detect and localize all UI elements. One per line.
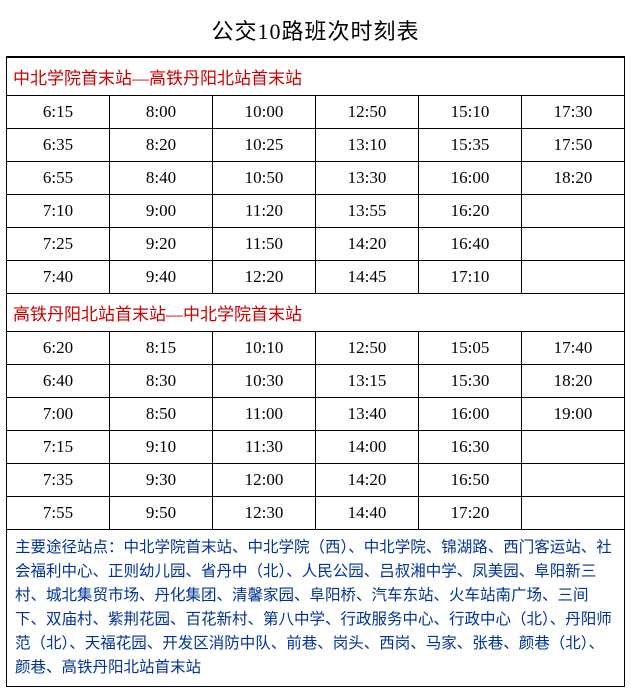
time-cell: 17:20 [419,497,522,530]
time-row: 7:159:1011:3014:0016:30 [7,431,625,464]
time-cell: 9:00 [110,195,213,228]
time-cell [522,464,625,497]
time-cell: 15:35 [419,129,522,162]
time-cell: 9:10 [110,431,213,464]
time-row: 7:109:0011:2013:5516:20 [7,195,625,228]
time-cell: 8:15 [110,332,213,365]
timetable: 中北学院首末站—高铁丹阳北站首末站6:158:0010:0012:5015:10… [6,57,625,530]
time-cell: 12:50 [316,332,419,365]
time-cell: 14:40 [316,497,419,530]
time-cell [522,261,625,294]
time-cell: 9:20 [110,228,213,261]
time-cell: 15:10 [419,96,522,129]
time-row: 6:558:4010:5013:3016:0018:20 [7,162,625,195]
time-cell: 16:20 [419,195,522,228]
time-cell: 19:00 [522,398,625,431]
time-row: 7:359:3012:0014:2016:50 [7,464,625,497]
time-cell: 13:55 [316,195,419,228]
time-cell: 15:05 [419,332,522,365]
time-cell [522,431,625,464]
time-cell: 13:30 [316,162,419,195]
time-cell: 8:50 [110,398,213,431]
time-cell: 12:50 [316,96,419,129]
time-cell [522,228,625,261]
time-row: 7:409:4012:2014:4517:10 [7,261,625,294]
time-cell: 11:30 [213,431,316,464]
time-cell: 14:00 [316,431,419,464]
time-cell: 16:00 [419,398,522,431]
time-cell: 6:40 [7,365,110,398]
time-cell: 16:40 [419,228,522,261]
time-cell: 16:30 [419,431,522,464]
time-cell: 7:55 [7,497,110,530]
time-cell: 8:20 [110,129,213,162]
time-row: 7:008:5011:0013:4016:0019:00 [7,398,625,431]
time-cell: 11:00 [213,398,316,431]
time-cell: 9:40 [110,261,213,294]
time-cell: 17:40 [522,332,625,365]
time-cell: 12:20 [213,261,316,294]
time-cell: 7:15 [7,431,110,464]
timetable-wrapper: 公交10路班次时刻表 中北学院首末站—高铁丹阳北站首末站6:158:0010:0… [0,0,631,693]
page-title: 公交10路班次时刻表 [6,6,625,57]
time-cell: 17:30 [522,96,625,129]
time-cell: 7:40 [7,261,110,294]
time-row: 6:208:1510:1012:5015:0517:40 [7,332,625,365]
time-cell: 12:30 [213,497,316,530]
time-cell: 16:50 [419,464,522,497]
time-cell: 13:40 [316,398,419,431]
time-cell: 10:30 [213,365,316,398]
time-cell: 10:10 [213,332,316,365]
time-cell [522,195,625,228]
time-cell: 14:20 [316,464,419,497]
time-cell: 7:10 [7,195,110,228]
time-row: 7:559:5012:3014:4017:20 [7,497,625,530]
time-cell: 6:55 [7,162,110,195]
time-cell: 11:50 [213,228,316,261]
time-cell: 15:30 [419,365,522,398]
time-cell: 14:45 [316,261,419,294]
time-cell: 6:20 [7,332,110,365]
time-cell: 6:35 [7,129,110,162]
time-cell: 10:25 [213,129,316,162]
time-cell: 11:20 [213,195,316,228]
time-cell: 18:20 [522,162,625,195]
time-cell: 8:30 [110,365,213,398]
direction-label: 中北学院首末站—高铁丹阳北站首末站 [7,58,625,96]
time-row: 6:408:3010:3013:1515:3018:20 [7,365,625,398]
time-cell: 8:40 [110,162,213,195]
time-cell: 13:10 [316,129,419,162]
time-cell: 16:00 [419,162,522,195]
time-cell [522,497,625,530]
time-cell: 17:10 [419,261,522,294]
time-cell: 7:00 [7,398,110,431]
time-cell: 8:00 [110,96,213,129]
time-cell: 6:15 [7,96,110,129]
time-cell: 13:15 [316,365,419,398]
time-row: 7:259:2011:5014:2016:40 [7,228,625,261]
stops-footer: 主要途径站点：中北学院首末站、中北学院（西）、中北学院、锦湖路、西门客运站、社会… [6,530,625,687]
time-cell: 18:20 [522,365,625,398]
time-cell: 7:25 [7,228,110,261]
time-cell: 9:50 [110,497,213,530]
time-cell: 10:00 [213,96,316,129]
time-cell: 12:00 [213,464,316,497]
time-cell: 17:50 [522,129,625,162]
time-cell: 9:30 [110,464,213,497]
time-cell: 10:50 [213,162,316,195]
time-row: 6:158:0010:0012:5015:1017:30 [7,96,625,129]
direction-label: 高铁丹阳北站首末站—中北学院首末站 [7,294,625,332]
time-cell: 7:35 [7,464,110,497]
time-row: 6:358:2010:2513:1015:3517:50 [7,129,625,162]
time-cell: 14:20 [316,228,419,261]
